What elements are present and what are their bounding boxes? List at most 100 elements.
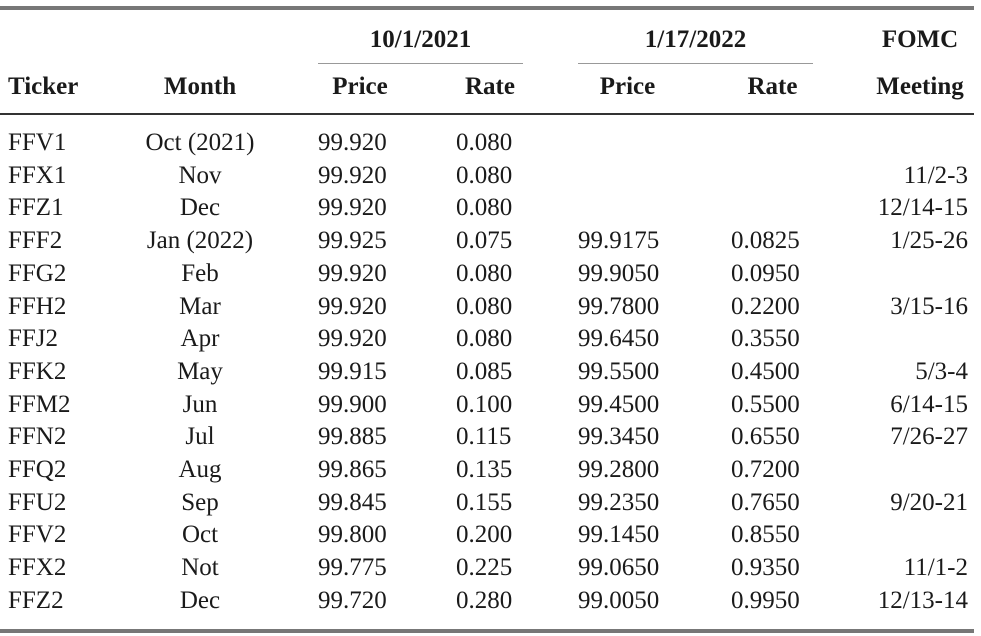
cell-price-1: 99.920 xyxy=(318,129,387,156)
cell-month: Jun xyxy=(182,390,218,418)
cell-month: Oct (2021) xyxy=(145,129,255,156)
cell-price-1: 99.800 xyxy=(318,521,387,549)
cell-ticker: FFU2 xyxy=(8,488,67,516)
cell-price-1: 99.865 xyxy=(318,456,387,483)
cell-month: Dec xyxy=(179,586,221,614)
cell-month: Sep xyxy=(181,488,219,516)
cell-month: Not xyxy=(181,554,219,582)
cell-price-2: 99.6450 xyxy=(578,325,660,353)
cell-price-1: 99.920 xyxy=(318,292,387,320)
header-fomc: FOMC xyxy=(881,26,959,53)
cell-month: Aug xyxy=(178,456,222,483)
bottom-rule xyxy=(0,629,974,633)
cell-price-1: 99.920 xyxy=(318,194,387,222)
cell-rate-2: 0.7650 xyxy=(731,488,800,516)
cell-month: Mar xyxy=(179,292,221,320)
cell-rate-2: 0.5500 xyxy=(731,390,800,418)
cell-rate-2: 0.9950 xyxy=(731,586,800,614)
cell-price-2: 99.3450 xyxy=(578,423,660,451)
cell-price-1: 99.845 xyxy=(318,488,387,516)
cell-price-2: 99.0650 xyxy=(578,554,660,582)
cell-month: Dec xyxy=(179,194,221,222)
cell-meeting: 1/25-26 xyxy=(890,227,968,255)
cell-ticker: FFV1 xyxy=(8,129,67,156)
cell-rate-1: 0.155 xyxy=(456,488,513,516)
cell-meeting: 11/2-3 xyxy=(903,161,968,189)
cell-rate-1: 0.080 xyxy=(456,259,513,287)
cell-ticker: FFM2 xyxy=(8,390,71,418)
cell-meeting: 5/3-4 xyxy=(915,357,968,385)
cell-rate-1: 0.080 xyxy=(456,325,513,353)
header-price-1: Price xyxy=(332,73,388,100)
cell-month: Feb xyxy=(181,259,219,287)
cell-rate-1: 0.100 xyxy=(456,390,513,418)
cell-ticker: FFJ2 xyxy=(8,325,59,353)
cell-rate-1: 0.200 xyxy=(456,521,513,549)
cell-rate-2: 0.8550 xyxy=(731,521,800,549)
cell-meeting: 6/14-15 xyxy=(890,390,968,418)
cell-rate-2: 0.9350 xyxy=(731,554,800,582)
cell-meeting: 12/13-14 xyxy=(877,586,968,614)
cell-price-1: 99.915 xyxy=(318,357,387,385)
header-date-group-1: 10/1/2021 xyxy=(369,26,472,53)
cell-meeting: 12/14-15 xyxy=(877,194,968,222)
cell-price-1: 99.720 xyxy=(318,586,387,614)
cell-price-2: 99.9050 xyxy=(578,259,660,287)
cell-rate-1: 0.080 xyxy=(456,129,513,156)
cell-price-1: 99.920 xyxy=(318,259,387,287)
cell-ticker: FFX1 xyxy=(8,161,67,189)
cell-ticker: FFX2 xyxy=(8,554,67,582)
cell-rate-2: 0.2200 xyxy=(731,292,800,320)
cell-rate-1: 0.080 xyxy=(456,194,513,222)
cell-rate-1: 0.085 xyxy=(456,357,513,385)
cell-ticker: FFV2 xyxy=(8,521,67,549)
cell-month: Oct xyxy=(181,521,219,549)
cell-rate-2: 0.7200 xyxy=(731,456,800,483)
cell-ticker: FFF2 xyxy=(8,227,63,255)
cell-price-2: 99.5500 xyxy=(578,357,660,385)
header-rule xyxy=(0,113,974,115)
cell-rate-1: 0.115 xyxy=(456,423,512,451)
cell-price-2: 99.7800 xyxy=(578,292,660,320)
cell-month: Jan (2022) xyxy=(146,227,254,255)
cell-price-2: 99.4500 xyxy=(578,390,660,418)
header-meeting: Meeting xyxy=(876,73,964,100)
cell-rate-1: 0.135 xyxy=(456,456,513,483)
cell-price-1: 99.920 xyxy=(318,161,387,189)
header-price-2: Price xyxy=(599,73,656,100)
cell-month: May xyxy=(177,357,223,385)
cell-rate-2: 0.0950 xyxy=(731,259,800,287)
header-rate-2: Rate xyxy=(747,73,798,100)
top-rule xyxy=(0,6,974,10)
cell-rate-2: 0.6550 xyxy=(731,423,800,451)
cell-rate-1: 0.225 xyxy=(456,554,513,582)
group-1-rule xyxy=(318,63,523,64)
cell-meeting: 7/26-27 xyxy=(890,423,968,451)
cell-price-1: 99.920 xyxy=(318,325,387,353)
cell-ticker: FFH2 xyxy=(8,292,67,320)
cell-ticker: FFG2 xyxy=(8,259,67,287)
cell-month: Apr xyxy=(180,325,220,353)
header-rate-1: Rate xyxy=(465,73,515,100)
cell-price-1: 99.885 xyxy=(318,423,387,451)
cell-rate-1: 0.080 xyxy=(456,161,513,189)
cell-meeting: 9/20-21 xyxy=(890,488,968,516)
header-ticker: Ticker xyxy=(8,73,79,100)
cell-month: Nov xyxy=(178,161,222,189)
cell-rate-1: 0.075 xyxy=(456,227,513,255)
cell-price-1: 99.925 xyxy=(318,227,387,255)
cell-price-2: 99.1450 xyxy=(578,521,660,549)
cell-price-2: 99.9175 xyxy=(578,227,660,255)
cell-meeting: 3/15-16 xyxy=(890,292,968,320)
cell-ticker: FFZ1 xyxy=(8,194,64,222)
cell-month: Jul xyxy=(185,423,215,451)
cell-price-1: 99.775 xyxy=(318,554,387,582)
header-month: Month xyxy=(163,73,237,100)
cell-price-2: 99.2800 xyxy=(578,456,660,483)
cell-rate-2: 0.3550 xyxy=(731,325,800,353)
cell-meeting: 11/1-2 xyxy=(903,554,968,582)
cell-ticker: FFK2 xyxy=(8,357,67,385)
cell-rate-2: 0.4500 xyxy=(731,357,800,385)
cell-rate-2: 0.0825 xyxy=(731,227,800,255)
cell-ticker: FFQ2 xyxy=(8,456,67,483)
